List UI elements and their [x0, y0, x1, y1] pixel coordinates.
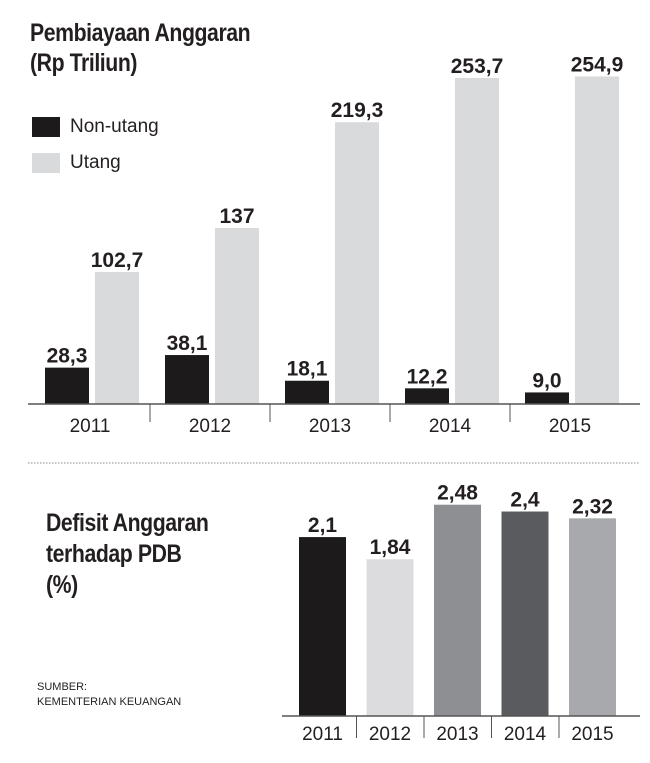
legend-swatch [32, 153, 60, 173]
bar-utang-2015 [575, 76, 619, 405]
data-label: 219,3 [331, 99, 384, 122]
x-tick-label: 2013 [309, 416, 351, 437]
x-tick-label: 2013 [436, 724, 478, 745]
data-label: 2,4 [510, 489, 540, 512]
bar-defisit-2013 [434, 504, 481, 716]
bar-non-utang-2015 [525, 392, 569, 404]
legend-non-utang: Non-utang [32, 116, 159, 138]
data-label: 2,32 [572, 495, 613, 518]
bar-utang-2014 [455, 77, 499, 405]
legend-swatch [32, 117, 60, 137]
bar-utang-2013 [335, 122, 379, 405]
data-label: 2,48 [437, 482, 478, 505]
bar-defisit-2014 [501, 511, 549, 716]
bar-utang-2012 [215, 227, 259, 404]
data-label: 253,7 [451, 55, 504, 78]
data-label: 102,7 [91, 249, 144, 272]
bar-defisit-2011 [299, 537, 346, 716]
data-label: 9,0 [532, 369, 561, 392]
x-tick-label: 2014 [429, 416, 472, 437]
chart1-title: Pembiayaan Anggaran (Rp Triliun) [30, 18, 251, 78]
x-tick-label: 2015 [571, 724, 613, 745]
bar-defisit-2015 [569, 518, 616, 716]
x-tick-label: 2012 [369, 724, 411, 745]
bar-non-utang-2014 [405, 388, 449, 404]
chart2-title-line: Defisit Anggaran [46, 509, 209, 537]
x-tick-label: 2011 [302, 724, 343, 745]
data-label: 137 [219, 205, 254, 228]
source-label: SUMBER: [37, 681, 88, 693]
legend-label: Utang [70, 152, 121, 173]
bar-defisit-2012 [366, 559, 414, 716]
data-label: 38,1 [167, 332, 208, 355]
chart2-title: Defisit Anggaran terhadap PDB (%) [46, 508, 209, 601]
bar-non-utang-2013 [285, 380, 329, 404]
data-label: 28,3 [47, 345, 88, 368]
data-label: 12,2 [407, 365, 448, 388]
data-label: 1,84 [370, 536, 411, 559]
legend-utang: Utang [32, 152, 121, 174]
x-tick-label: 2012 [189, 416, 231, 437]
legend-label: Non-utang [70, 116, 159, 137]
bar-non-utang-2012 [165, 355, 209, 404]
x-tick-label: 2015 [549, 416, 591, 437]
source-name: KEMENTERIAN KEUANGAN [37, 696, 182, 708]
x-tick-label: 2011 [70, 416, 111, 437]
source-note: SUMBER: KEMENTERIAN KEUANGAN [37, 680, 181, 710]
data-label: 2,1 [308, 514, 338, 537]
chart1-subtitle: (Rp Triliun) [30, 49, 138, 77]
chart1-title-text: Pembiayaan Anggaran [30, 19, 251, 47]
bar-non-utang-2011 [45, 367, 89, 404]
chart2-title-line: terhadap PDB [46, 540, 182, 568]
x-tick-label: 2014 [504, 724, 547, 745]
data-label: 254,9 [571, 53, 624, 76]
bar-utang-2011 [95, 272, 139, 404]
chart2-title-line: (%) [46, 571, 78, 599]
data-label: 18,1 [287, 358, 328, 381]
